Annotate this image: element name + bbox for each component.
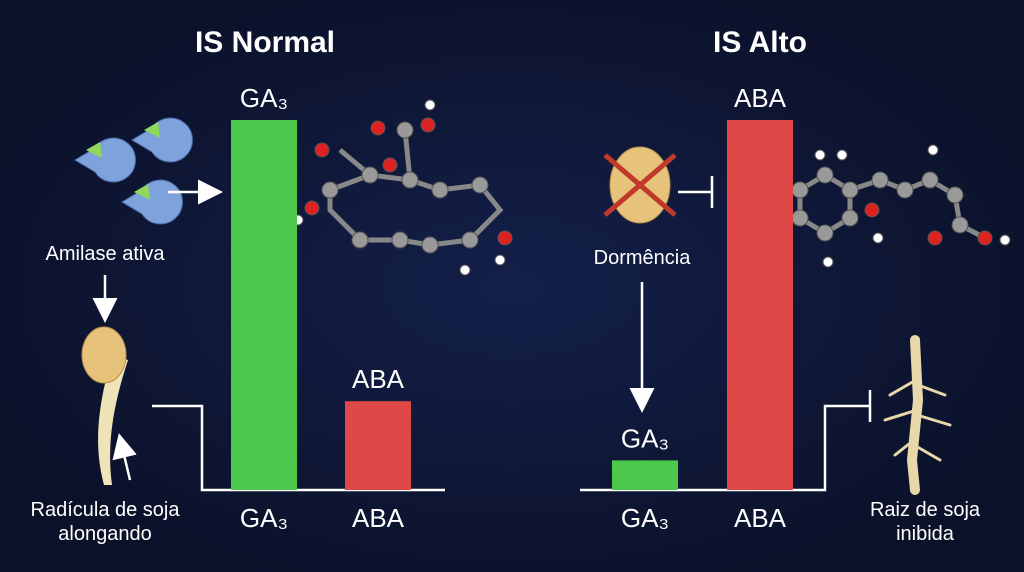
bar (231, 120, 297, 490)
enzymes (74, 117, 193, 225)
x-tick-label: GA₃ (240, 503, 288, 533)
axis-line (580, 404, 870, 492)
axis-line (152, 404, 445, 492)
bar (727, 120, 793, 490)
bar-label: ABA (734, 83, 787, 113)
bar-label: ABA (352, 364, 405, 394)
annotation: Dormência (593, 247, 691, 269)
annotation: Radícula de soja alongando (30, 499, 180, 545)
bar-label: GA₃ (621, 423, 669, 453)
annotation: Amilase ativa (45, 243, 165, 265)
molecule (767, 144, 1011, 268)
x-tick-label: GA₃ (621, 503, 669, 533)
chart-title: IS Alto (713, 26, 807, 59)
bar-label: GA₃ (240, 83, 288, 113)
x-tick-label: ABA (352, 503, 405, 533)
bar (345, 401, 411, 490)
molecule (292, 99, 513, 276)
x-tick-label: ABA (734, 503, 787, 533)
bar (612, 460, 678, 490)
root (883, 335, 952, 495)
annotation: Raiz de soja inibida (869, 499, 981, 545)
dormant-seed (603, 146, 677, 224)
chart-title: IS Normal (195, 26, 335, 59)
seedling (81, 326, 137, 485)
